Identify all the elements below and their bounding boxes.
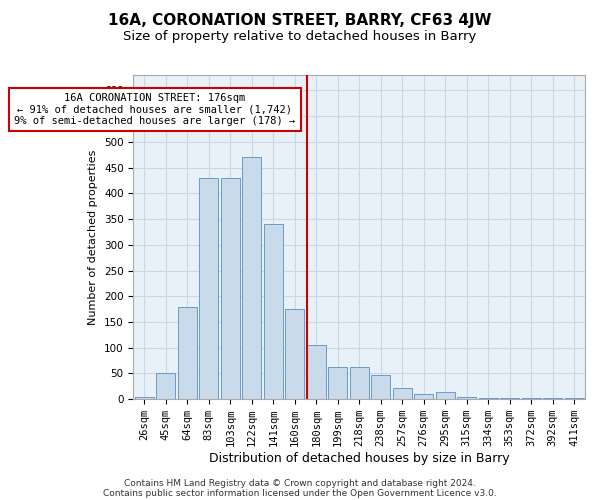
Bar [285, 309, 304, 399]
Bar [199, 178, 218, 399]
Bar [242, 158, 262, 399]
Bar [134, 396, 154, 399]
Bar [221, 178, 240, 399]
Bar [414, 394, 433, 399]
Bar [307, 345, 326, 399]
Bar [543, 398, 562, 399]
Text: Contains HM Land Registry data © Crown copyright and database right 2024.: Contains HM Land Registry data © Crown c… [124, 478, 476, 488]
Text: 16A CORONATION STREET: 176sqm
← 91% of detached houses are smaller (1,742)
9% of: 16A CORONATION STREET: 176sqm ← 91% of d… [14, 93, 296, 126]
Bar [479, 398, 498, 399]
Bar [500, 398, 520, 399]
Text: Size of property relative to detached houses in Barry: Size of property relative to detached ho… [124, 30, 476, 43]
X-axis label: Distribution of detached houses by size in Barry: Distribution of detached houses by size … [209, 452, 509, 465]
Bar [565, 398, 584, 399]
Bar [392, 388, 412, 399]
Bar [178, 306, 197, 399]
Bar [350, 368, 369, 399]
Y-axis label: Number of detached properties: Number of detached properties [88, 150, 98, 325]
Text: 16A, CORONATION STREET, BARRY, CF63 4JW: 16A, CORONATION STREET, BARRY, CF63 4JW [108, 12, 492, 28]
Bar [457, 396, 476, 399]
Bar [156, 374, 175, 399]
Bar [521, 398, 541, 399]
Bar [263, 224, 283, 399]
Bar [371, 375, 391, 399]
Text: Contains public sector information licensed under the Open Government Licence v3: Contains public sector information licen… [103, 488, 497, 498]
Bar [436, 392, 455, 399]
Bar [328, 368, 347, 399]
